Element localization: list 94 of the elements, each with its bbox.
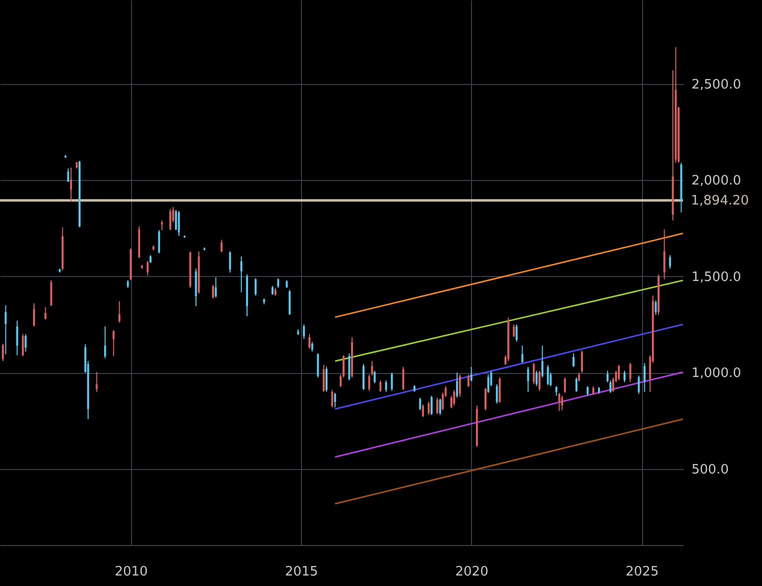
candlestick (385, 380, 388, 392)
candlestick (50, 280, 52, 307)
candlestick (22, 334, 24, 357)
candlestick (70, 167, 72, 202)
candlestick (498, 376, 501, 403)
candlestick (288, 289, 291, 316)
candlestick (618, 364, 620, 381)
candlestick (458, 374, 461, 398)
candlestick (470, 366, 472, 382)
candlestick (575, 376, 578, 392)
candlestick (467, 374, 470, 388)
candlestick (4, 304, 7, 355)
candlestick (456, 372, 458, 398)
candlestick (436, 397, 438, 415)
candlestick (178, 210, 180, 236)
candlestick (453, 389, 456, 406)
x-tick-label: 2010 (114, 564, 148, 580)
candlestick (572, 352, 575, 368)
candlestick (624, 370, 626, 383)
candlestick (104, 326, 106, 359)
candlestick (169, 208, 172, 231)
candlestick (96, 372, 98, 393)
candlestick (316, 352, 319, 378)
candlestick (277, 278, 280, 288)
candlestick (368, 374, 370, 392)
candlestick (580, 350, 583, 374)
candlestick (521, 345, 524, 364)
candlestick (644, 362, 646, 392)
candlestick (532, 362, 535, 385)
candlestick (558, 392, 560, 412)
candlestick (428, 401, 430, 416)
candlestick (212, 284, 214, 299)
candlestick (638, 375, 640, 394)
candlestick (160, 220, 163, 231)
candlestick (16, 320, 18, 356)
x-tick-label: 2025 (626, 564, 659, 580)
candlestick (390, 372, 393, 392)
candlestick (44, 306, 46, 320)
candlestick (512, 324, 515, 338)
candlestick (158, 230, 160, 254)
candlestick (325, 366, 328, 392)
candlestick (302, 324, 305, 340)
candlestick (555, 386, 558, 396)
x-tick-label: 2020 (455, 564, 488, 580)
candlestick (663, 228, 666, 280)
candlestick (379, 380, 382, 392)
candlestick (536, 370, 538, 387)
candlestick (348, 352, 350, 381)
candlestick (629, 362, 632, 383)
candlestick (112, 330, 115, 357)
y-tick-label: 1,500.0 (692, 270, 742, 285)
candlestick (240, 256, 242, 293)
candlestick (419, 397, 422, 411)
candlestick (229, 250, 232, 273)
candlestick (220, 239, 223, 253)
candlestick (254, 278, 257, 296)
candlestick (67, 168, 70, 182)
candlestick (2, 343, 4, 362)
candlestick (546, 364, 549, 386)
candlestick (374, 370, 376, 384)
x-tick-label: 2015 (284, 564, 318, 580)
candlestick (33, 302, 36, 327)
candlestick (118, 300, 120, 324)
candlestick (430, 395, 433, 416)
y-tick-label: 2,000.0 (692, 174, 742, 189)
y-tick-label: 1,000.0 (692, 366, 742, 382)
candlestick (484, 388, 486, 411)
candlestick (362, 363, 365, 390)
candlestick (308, 334, 310, 350)
candlestick (564, 376, 566, 394)
candlestick (371, 360, 374, 376)
y-tick-label: 500.0 (692, 462, 729, 478)
candlestick (538, 370, 540, 392)
candlestick (439, 398, 442, 416)
ref-line-label: 1,894.20 (691, 193, 749, 208)
candlestick (146, 260, 149, 276)
candlestick (331, 389, 334, 408)
candlestick (516, 324, 518, 342)
candlestick (496, 384, 498, 404)
candlestick (402, 366, 404, 390)
candlestick (527, 366, 530, 392)
candlestick (422, 404, 424, 418)
candlestick (322, 364, 325, 392)
candlestick (24, 334, 27, 352)
candlestick (334, 392, 336, 408)
candlestick (654, 300, 657, 316)
candlestick (541, 345, 544, 378)
candlestick (561, 395, 564, 411)
candlestick (311, 341, 314, 352)
candlestick (487, 374, 490, 394)
y-tick-label: 2,500.0 (692, 77, 742, 92)
candlestick (669, 254, 672, 270)
candlestick (586, 386, 589, 396)
candlestick (214, 276, 217, 298)
